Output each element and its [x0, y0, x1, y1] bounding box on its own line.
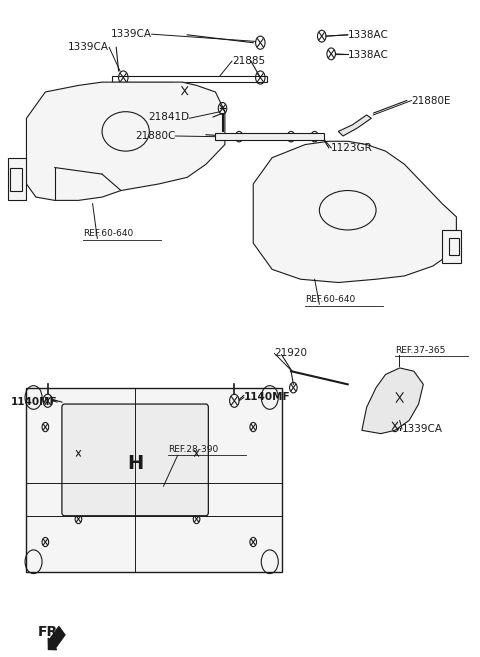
Text: 1123GR: 1123GR — [331, 143, 373, 153]
FancyBboxPatch shape — [26, 388, 282, 572]
Text: 1140MF: 1140MF — [244, 392, 290, 403]
Text: 1339CA: 1339CA — [111, 29, 152, 39]
Text: 21885: 21885 — [232, 56, 265, 66]
Text: REF.60-640: REF.60-640 — [83, 229, 133, 238]
Polygon shape — [26, 82, 225, 200]
FancyArrow shape — [48, 627, 65, 650]
Text: 1338AC: 1338AC — [348, 30, 389, 40]
Polygon shape — [253, 141, 456, 283]
Text: REF.37-365: REF.37-365 — [395, 346, 445, 355]
Text: 1140MF: 1140MF — [11, 397, 57, 407]
Text: H: H — [127, 454, 143, 472]
Polygon shape — [362, 368, 423, 434]
Polygon shape — [216, 133, 324, 140]
FancyBboxPatch shape — [62, 404, 208, 516]
Polygon shape — [442, 230, 461, 263]
Text: REF.60-640: REF.60-640 — [305, 295, 356, 304]
Text: 21880E: 21880E — [411, 95, 451, 106]
Polygon shape — [338, 115, 372, 136]
Text: REF.28-390: REF.28-390 — [168, 445, 218, 454]
Text: 21920: 21920 — [275, 348, 308, 359]
Text: 21841D: 21841D — [148, 112, 190, 122]
Text: 1339CA: 1339CA — [68, 42, 109, 53]
Text: 1339CA: 1339CA — [402, 424, 443, 434]
Polygon shape — [8, 158, 26, 200]
Text: FR.: FR. — [37, 625, 63, 639]
Text: 21880C: 21880C — [135, 131, 175, 141]
Text: 1338AC: 1338AC — [348, 49, 389, 60]
